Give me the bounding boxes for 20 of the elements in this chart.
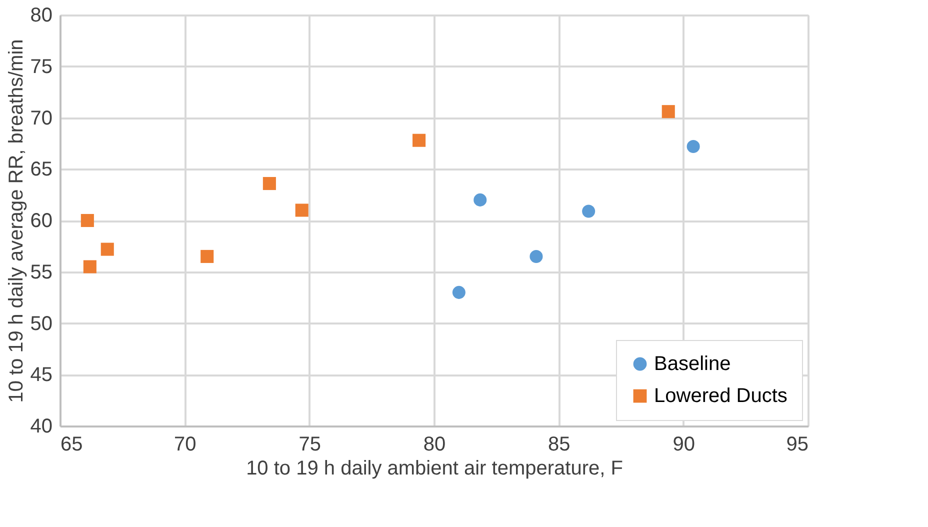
x-axis-title: 10 to 19 h daily ambient air temperature, F bbox=[246, 458, 623, 480]
x-tick-label: 70 bbox=[174, 434, 196, 456]
x-tick-label: 90 bbox=[672, 434, 695, 456]
legend-label: Baseline bbox=[654, 353, 731, 375]
y-tick-label: 40 bbox=[30, 416, 52, 438]
y-tick-label: 50 bbox=[30, 312, 52, 335]
x-tick-label: 85 bbox=[548, 434, 570, 456]
x-tick-label: 65 bbox=[60, 434, 83, 456]
x-tick-label: 80 bbox=[423, 434, 446, 456]
y-tick-label: 60 bbox=[30, 210, 52, 232]
y-tick-label: 55 bbox=[30, 261, 52, 284]
y-axis-title: 10 to 19 h daily average RR, breaths/min bbox=[5, 39, 28, 403]
y-tick-label: 75 bbox=[30, 56, 52, 78]
x-tick-label: 75 bbox=[298, 434, 321, 456]
y-tick-label: 45 bbox=[30, 364, 52, 386]
legend-label: Lowered Ducts bbox=[654, 385, 788, 407]
x-tick-label: 95 bbox=[786, 434, 808, 456]
y-tick-label: 70 bbox=[30, 107, 52, 130]
y-tick-label: 65 bbox=[30, 158, 52, 181]
y-tick-label: 80 bbox=[30, 4, 52, 26]
